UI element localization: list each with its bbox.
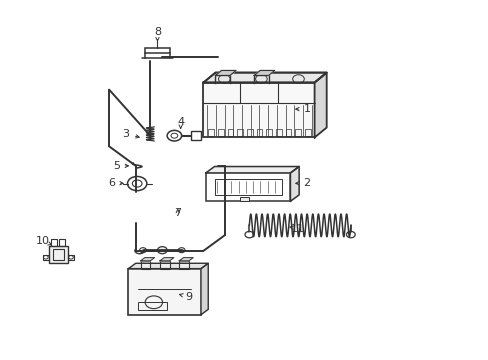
Polygon shape — [179, 258, 193, 261]
Bar — [53, 249, 64, 260]
Bar — [239, 197, 249, 201]
Bar — [218, 129, 223, 136]
Bar — [237, 129, 243, 136]
Bar — [43, 255, 49, 260]
Text: 10: 10 — [35, 236, 49, 246]
Text: 9: 9 — [185, 292, 192, 302]
Bar — [179, 261, 188, 269]
Bar — [49, 246, 68, 263]
Polygon shape — [128, 263, 208, 269]
Bar — [205, 173, 290, 201]
Text: 1: 1 — [303, 104, 310, 114]
Bar — [256, 129, 262, 136]
Bar — [246, 129, 252, 136]
Bar — [208, 129, 214, 136]
Text: 2: 2 — [302, 178, 309, 188]
Polygon shape — [254, 71, 274, 76]
Bar — [51, 239, 57, 246]
Text: 5: 5 — [113, 161, 120, 171]
Polygon shape — [160, 258, 174, 261]
Text: 7: 7 — [174, 208, 181, 217]
Polygon shape — [140, 258, 154, 261]
Circle shape — [157, 247, 167, 254]
Polygon shape — [314, 73, 326, 138]
Bar — [68, 255, 74, 260]
Text: 4: 4 — [177, 117, 184, 126]
Bar — [265, 129, 271, 136]
Bar — [59, 239, 65, 246]
Bar — [203, 82, 314, 138]
Bar — [214, 179, 281, 195]
Bar — [138, 302, 167, 310]
Bar — [140, 261, 150, 269]
Text: 8: 8 — [154, 27, 161, 37]
Bar — [275, 129, 281, 136]
Bar — [191, 131, 201, 140]
Bar — [128, 269, 201, 315]
Polygon shape — [201, 263, 208, 315]
Polygon shape — [290, 167, 299, 201]
Text: 6: 6 — [108, 178, 115, 188]
Bar — [227, 129, 233, 136]
Text: 3: 3 — [122, 129, 129, 139]
Text: 11: 11 — [290, 224, 304, 234]
Polygon shape — [205, 167, 299, 173]
Polygon shape — [215, 71, 236, 76]
Bar — [160, 261, 169, 269]
Bar — [145, 48, 169, 53]
Bar — [285, 129, 291, 136]
Bar — [295, 129, 301, 136]
Bar — [305, 129, 310, 136]
Polygon shape — [203, 73, 326, 82]
